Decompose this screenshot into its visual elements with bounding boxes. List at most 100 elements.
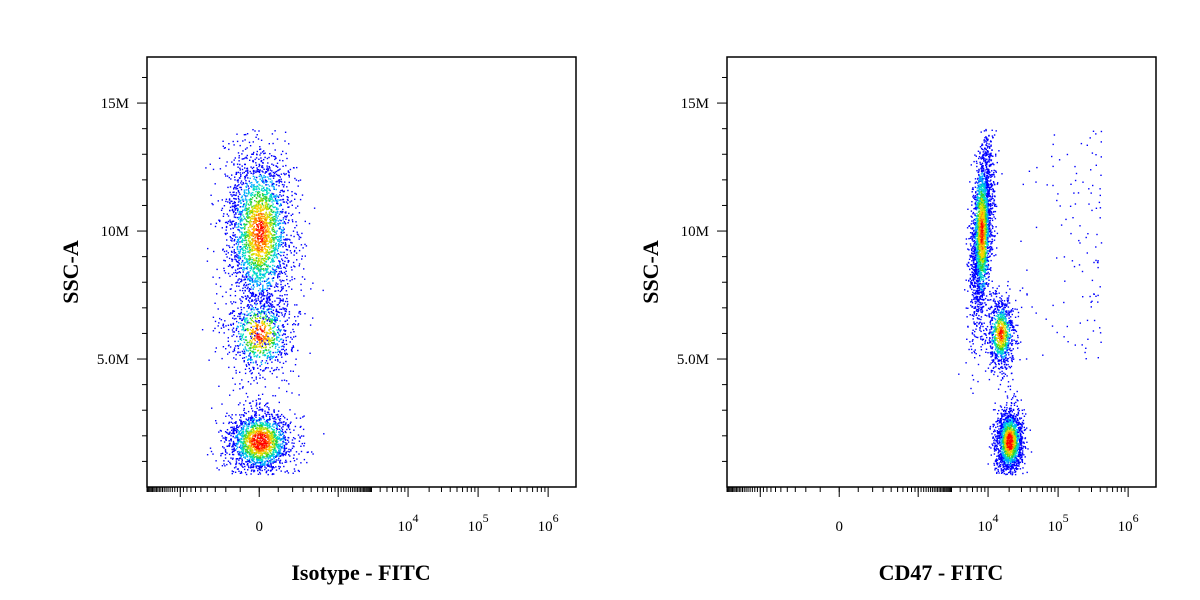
event-dot [244, 199, 246, 201]
event-dot [237, 239, 239, 241]
event-dot [293, 445, 295, 448]
event-dot [282, 424, 284, 426]
event-dot [270, 261, 272, 263]
event-dot [235, 275, 237, 277]
event-dot [249, 442, 251, 444]
event-dot [230, 237, 232, 239]
event-dot [255, 412, 257, 414]
event-dot [254, 279, 256, 282]
event-dot [274, 274, 276, 276]
event-dot [273, 155, 275, 157]
event-dot [248, 260, 251, 262]
event-dot [258, 163, 260, 166]
event-dot [248, 263, 250, 265]
event-dot [255, 376, 257, 378]
event-dot [248, 447, 251, 449]
event-dot [265, 197, 268, 199]
event-dot [242, 448, 244, 450]
event-dot [288, 176, 290, 178]
event-dot [280, 244, 283, 246]
event-dot [270, 254, 272, 256]
event-dot [292, 261, 295, 264]
event-dot [239, 451, 241, 453]
event-dot [224, 260, 226, 262]
event-dot [263, 241, 266, 244]
event-dot [268, 222, 270, 224]
event-dot [255, 355, 257, 357]
event-dot [286, 238, 288, 240]
event-dot [299, 437, 301, 439]
event-dot [254, 348, 257, 350]
event-dot [228, 143, 230, 145]
event-dot [267, 282, 269, 284]
event-dot [258, 427, 261, 429]
event-dot [252, 288, 254, 290]
event-dot [254, 336, 256, 338]
event-dot [246, 450, 249, 452]
event-dot [264, 468, 266, 471]
event-dot [258, 440, 260, 442]
event-dot [259, 148, 261, 151]
event-dot [270, 216, 272, 219]
event-dot [248, 217, 250, 219]
event-dot [264, 432, 267, 435]
event-dot [253, 246, 255, 248]
event-dot [292, 167, 295, 169]
event-dot [253, 205, 255, 207]
event-dot [274, 347, 277, 349]
event-dot [276, 428, 279, 430]
event-dot [234, 258, 236, 260]
event-dot [250, 263, 253, 265]
event-dot [251, 211, 253, 213]
event-dot [280, 329, 282, 331]
event-dot [244, 163, 246, 166]
event-dot [221, 207, 224, 210]
event-dot [284, 417, 286, 419]
event-dot [264, 207, 267, 209]
event-dot [268, 143, 270, 145]
event-dot [263, 323, 266, 326]
event-dot [256, 420, 258, 422]
event-dot [278, 305, 281, 308]
event-dot [279, 320, 281, 322]
event-dot [252, 228, 254, 231]
event-dot [276, 423, 279, 425]
event-dot [279, 204, 282, 207]
event-dot [273, 254, 275, 256]
event-dot [255, 405, 257, 407]
event-dot [268, 427, 270, 429]
event-dot [277, 286, 279, 288]
event-dot [261, 329, 263, 332]
event-dot [225, 451, 227, 453]
event-dot [252, 444, 255, 447]
event-dot [268, 284, 270, 287]
event-dot [261, 170, 263, 172]
event-dot [250, 405, 252, 407]
event-dot [250, 185, 252, 188]
event-dot [263, 428, 266, 430]
event-dot [250, 166, 252, 168]
event-dot [268, 192, 270, 194]
event-dot [245, 156, 247, 158]
event-dot [262, 335, 264, 337]
event-dot [237, 190, 240, 192]
event-dot [255, 233, 257, 235]
event-dot [269, 308, 272, 310]
event-dot [264, 349, 266, 351]
event-dot [259, 148, 262, 150]
event-dot [221, 403, 223, 405]
event-dot [251, 293, 254, 295]
event-dot [274, 359, 277, 361]
event-dot [257, 220, 260, 222]
event-dot [270, 328, 272, 330]
event-dot [246, 209, 248, 211]
event-dot [267, 243, 269, 245]
event-dot [223, 213, 225, 215]
event-dot [246, 154, 248, 157]
event-dot [282, 433, 284, 435]
event-dot [273, 455, 275, 457]
event-dot [241, 432, 243, 434]
event-dot [261, 288, 264, 290]
event-dot [274, 231, 276, 233]
event-dot [271, 183, 273, 186]
